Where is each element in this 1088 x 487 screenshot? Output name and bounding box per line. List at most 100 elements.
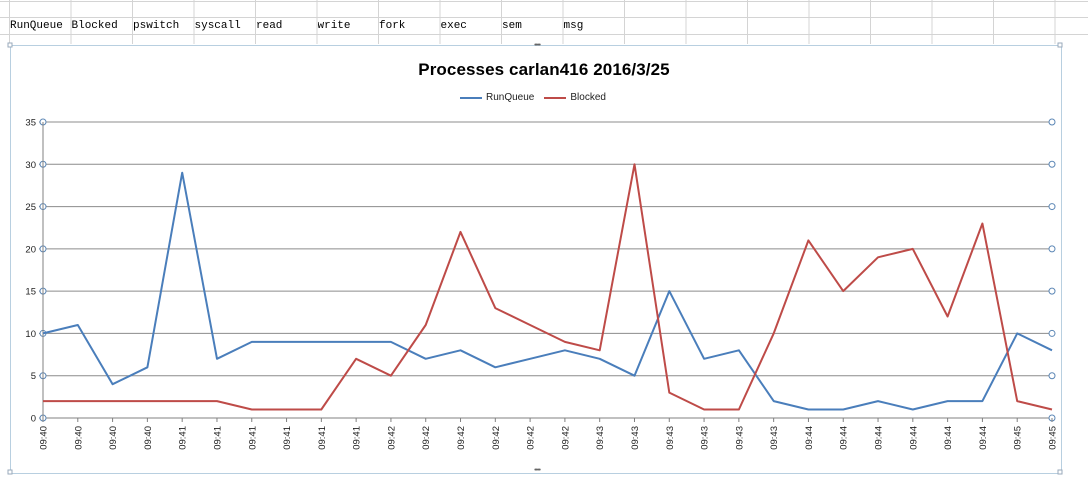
y-tick-label: 20 bbox=[25, 244, 36, 255]
spreadsheet-header-row: RunQueue Blocked pswitch syscall read write fo… bbox=[10, 19, 625, 35]
sheet-header-cell[interactable]: msg bbox=[563, 20, 584, 32]
legend-label: RunQueue bbox=[486, 92, 535, 103]
data-point-blocked bbox=[738, 408, 740, 410]
chart-legend: RunQueue Blocked bbox=[460, 92, 616, 103]
x-tick-label: 09:40 bbox=[39, 426, 50, 450]
data-point-blocked bbox=[494, 307, 496, 309]
sheet-header-cell[interactable]: write bbox=[317, 20, 351, 32]
y-tick-label: 35 bbox=[25, 118, 36, 129]
x-tick-label: 09:45 bbox=[1048, 426, 1059, 450]
sheet-header-cell[interactable]: syscall bbox=[194, 20, 241, 32]
sheet-header-cell[interactable]: read bbox=[256, 20, 283, 32]
data-point-blocked bbox=[425, 324, 427, 326]
x-tick-label: 09:43 bbox=[769, 426, 780, 450]
x-tick-label: 09:41 bbox=[212, 426, 223, 450]
chart-corner-handle[interactable] bbox=[1057, 469, 1063, 475]
data-point-blocked bbox=[842, 290, 844, 292]
y-tick-label: 5 bbox=[31, 371, 36, 382]
x-tick-label: 09:44 bbox=[804, 426, 815, 450]
x-tick-label: 09:43 bbox=[630, 426, 641, 450]
series-line-blocked[interactable] bbox=[43, 163, 1053, 411]
chart-corner-handle[interactable] bbox=[7, 42, 13, 48]
sheet-header-cell[interactable]: Blocked bbox=[71, 20, 118, 32]
chart-corner-handle[interactable] bbox=[1057, 42, 1063, 48]
spreadsheet-gridlines bbox=[0, 0, 1088, 44]
data-point-blocked bbox=[355, 358, 357, 360]
chart-resize-handle-top[interactable]: •••• bbox=[534, 42, 541, 49]
legend-swatch bbox=[544, 96, 567, 99]
sheet-header-cell[interactable]: sem bbox=[502, 20, 522, 32]
chart-title: Processes carlan416 2016/3/25 bbox=[418, 60, 670, 79]
data-point-runqueue bbox=[425, 358, 427, 360]
y-tick-label: 25 bbox=[25, 202, 36, 213]
right-axis-handle[interactable] bbox=[1048, 372, 1056, 380]
legend-item: Blocked bbox=[544, 92, 606, 103]
data-point-blocked bbox=[320, 408, 322, 410]
data-point-runqueue bbox=[42, 332, 44, 334]
data-point-runqueue bbox=[738, 349, 740, 351]
x-tick-label: 09:44 bbox=[874, 426, 885, 450]
data-point-runqueue bbox=[842, 408, 844, 410]
data-point-runqueue bbox=[181, 172, 183, 174]
x-tick-label: 09:42 bbox=[386, 426, 397, 450]
sheet-header-cell[interactable]: fork bbox=[379, 20, 406, 32]
data-point-blocked bbox=[42, 400, 44, 402]
sheet-header-cell[interactable]: pswitch bbox=[133, 20, 180, 32]
data-point-blocked bbox=[77, 400, 79, 402]
data-point-blocked bbox=[633, 163, 635, 165]
data-point-blocked bbox=[877, 256, 879, 258]
data-point-runqueue bbox=[633, 375, 635, 377]
sheet-header-cell[interactable]: exec bbox=[440, 20, 467, 32]
data-point-blocked bbox=[772, 332, 774, 334]
x-tick-label: 09:42 bbox=[456, 426, 467, 450]
x-tick-label: 09:44 bbox=[978, 426, 989, 450]
data-point-blocked bbox=[390, 375, 392, 377]
sheet-header-cell[interactable]: RunQueue bbox=[10, 20, 63, 32]
right-axis-handle[interactable] bbox=[1048, 203, 1056, 211]
data-point-blocked bbox=[807, 239, 809, 241]
data-point-blocked bbox=[981, 222, 983, 224]
data-point-blocked bbox=[459, 231, 461, 233]
right-axis-handle[interactable] bbox=[1048, 287, 1056, 295]
data-point-blocked bbox=[146, 400, 148, 402]
y-tick-label: 0 bbox=[31, 414, 36, 425]
x-tick-label: 09:45 bbox=[1013, 426, 1024, 450]
x-tick-label: 09:40 bbox=[143, 426, 154, 450]
right-axis-handle[interactable] bbox=[1048, 329, 1056, 337]
legend-item: RunQueue bbox=[460, 92, 534, 103]
x-tick-label: 09:41 bbox=[352, 426, 363, 450]
data-point-blocked bbox=[703, 408, 705, 410]
data-point-runqueue bbox=[981, 400, 983, 402]
data-point-blocked bbox=[946, 315, 948, 317]
data-point-runqueue bbox=[946, 400, 948, 402]
data-point-runqueue bbox=[355, 341, 357, 343]
data-point-blocked bbox=[668, 391, 670, 393]
chart-corner-handle[interactable] bbox=[7, 469, 13, 475]
data-point-blocked bbox=[251, 408, 253, 410]
x-tick-label: 09:44 bbox=[839, 426, 850, 450]
x-tick-label: 09:44 bbox=[908, 426, 919, 450]
data-point-runqueue bbox=[598, 358, 600, 360]
y-tick-label: 15 bbox=[25, 287, 36, 298]
x-tick-label: 09:40 bbox=[108, 426, 119, 450]
data-point-blocked bbox=[1016, 400, 1018, 402]
data-point-runqueue bbox=[77, 324, 79, 326]
x-tick-label: 09:42 bbox=[491, 426, 502, 450]
right-axis-handle[interactable] bbox=[1048, 245, 1056, 253]
series-line-runqueue[interactable] bbox=[42, 171, 1053, 411]
x-tick-label: 09:43 bbox=[595, 426, 606, 450]
data-point-runqueue bbox=[1051, 349, 1053, 351]
right-axis-handle[interactable] bbox=[1048, 160, 1056, 168]
right-axis-handle[interactable] bbox=[1048, 118, 1056, 126]
data-point-blocked bbox=[912, 248, 914, 250]
x-tick-label: 09:44 bbox=[943, 426, 954, 450]
data-point-blocked bbox=[181, 400, 183, 402]
data-point-blocked bbox=[564, 341, 566, 343]
chart-resize-handle-bottom[interactable]: •••• bbox=[534, 467, 541, 474]
data-point-runqueue bbox=[251, 341, 253, 343]
data-point-runqueue bbox=[877, 400, 879, 402]
legend-swatch bbox=[460, 96, 482, 99]
data-point-blocked bbox=[598, 349, 600, 351]
x-tick-label: 09:43 bbox=[665, 426, 676, 450]
